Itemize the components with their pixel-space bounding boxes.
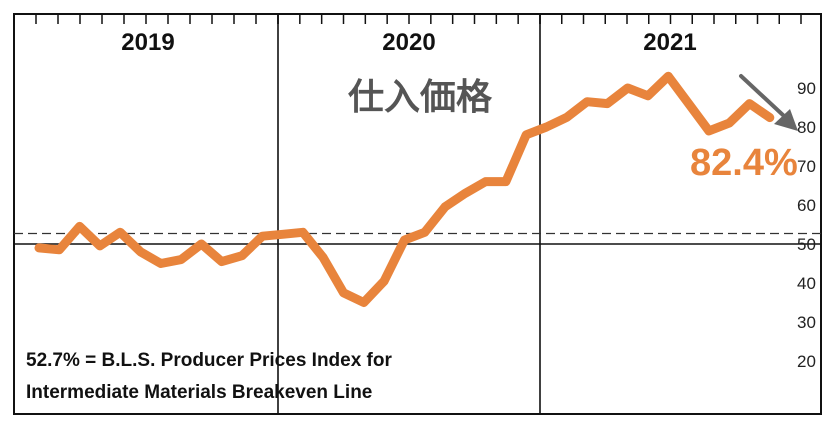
annotation-line-2: Intermediate Materials Breakeven Line [26,382,372,403]
y-tick-label: 50 [797,235,816,254]
year-label-2019: 2019 [121,29,174,56]
chart-frame [13,13,822,415]
year-label-2020: 2020 [382,29,435,56]
y-tick-label: 30 [797,313,816,332]
y-tick-label: 40 [797,274,816,293]
annotation-line-1: 52.7% = B.L.S. Producer Prices Index for [26,350,392,371]
year-dividers [277,14,541,414]
y-tick-label: 80 [797,118,816,137]
y-tick-label: 70 [797,157,816,176]
year-label-2021: 2021 [643,29,696,56]
purchase-price-line [34,71,775,307]
chart-title: 仕入価格 [348,77,493,118]
y-tick-label: 60 [797,196,816,215]
top-month-ticks [13,14,802,24]
trend-arrow-icon [739,74,798,131]
latest-value-label: 82.4% [690,142,798,184]
y-axis-tick-labels: 20 30 40 50 60 70 80 90 [797,79,816,371]
y-tick-label: 90 [797,79,816,98]
y-tick-label: 20 [797,352,816,371]
